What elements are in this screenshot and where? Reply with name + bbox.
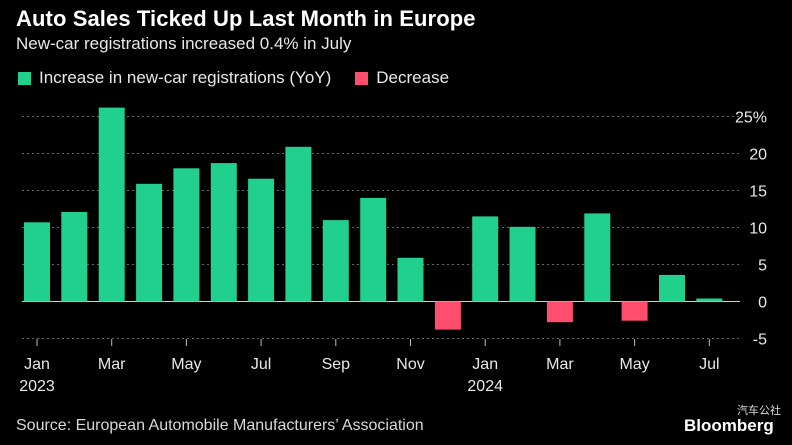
x-tick-label: Jul: [699, 356, 719, 373]
y-tick-label: 20: [749, 147, 767, 164]
x-tick-label: Jan: [24, 356, 50, 373]
x-tick-label: May: [619, 356, 649, 373]
x-tick-label: Nov: [396, 356, 424, 373]
legend-label-decrease: Decrease: [376, 68, 450, 87]
legend-item-decrease: Decrease: [355, 68, 449, 88]
x-tick-label: May: [171, 356, 201, 373]
x-year-label: 2023: [19, 378, 55, 395]
bar: [322, 220, 349, 302]
bar: [136, 183, 163, 302]
y-tick-label: 0: [758, 295, 767, 312]
bar: [546, 301, 573, 323]
bar: [24, 222, 50, 302]
bar: [98, 107, 125, 302]
y-tick-label: 15: [749, 184, 767, 201]
x-tick-label: Jul: [251, 356, 271, 373]
bar: [397, 257, 424, 302]
bloomberg-logo: Bloomberg: [684, 416, 774, 435]
bar: [584, 213, 611, 302]
x-tick-label: Mar: [546, 356, 574, 373]
bar: [173, 168, 200, 302]
x-year-label: 2024: [467, 378, 503, 395]
bar: [659, 274, 685, 302]
bar: [696, 298, 723, 302]
bar: [360, 197, 387, 302]
y-tick-label: 10: [749, 221, 767, 238]
bar: [509, 226, 536, 302]
source-note: Source: European Automobile Manufacturer…: [16, 417, 424, 434]
y-tick-label: 5: [758, 258, 767, 275]
legend-swatch-decrease: [355, 71, 369, 85]
bar: [472, 216, 499, 302]
legend: Increase in new-car registrations (YoY) …: [18, 68, 473, 88]
legend-label-increase: Increase in new-car registrations (YoY): [39, 68, 332, 87]
bar: [621, 301, 648, 321]
y-tick-label: -5: [753, 332, 767, 349]
legend-item-increase: Increase in new-car registrations (YoY): [18, 68, 331, 88]
x-tick-label: Jan: [472, 356, 498, 373]
bar: [61, 212, 88, 302]
y-tick-label: 25%: [735, 110, 767, 127]
chart-title: Auto Sales Ticked Up Last Month in Europ…: [16, 6, 476, 31]
x-tick-label: Sep: [322, 356, 351, 373]
legend-swatch-increase: [18, 71, 31, 85]
bar: [210, 163, 237, 302]
bar: [248, 178, 275, 302]
bar: [285, 146, 312, 302]
x-tick-label: Mar: [98, 356, 126, 373]
bar: [434, 301, 461, 330]
chart-subtitle: New-car registrations increased 0.4% in …: [16, 34, 352, 53]
watermark: 汽车公社: [737, 405, 781, 417]
